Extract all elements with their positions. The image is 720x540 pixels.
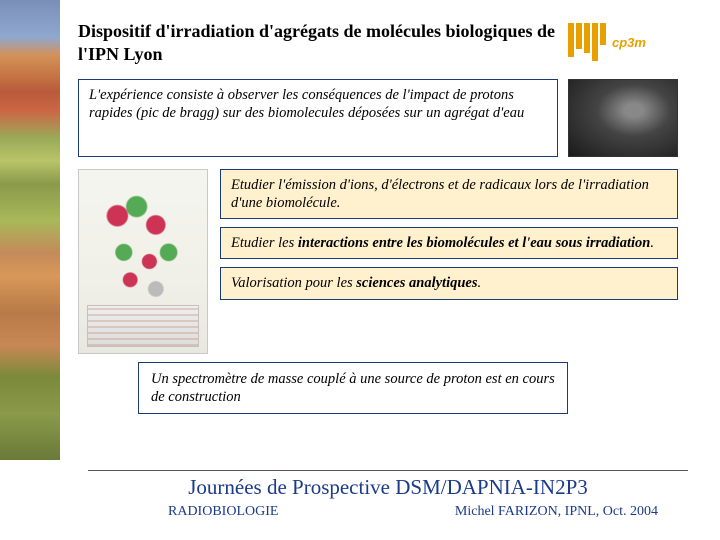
slide-content: Dispositif d'irradiation d'agrégats de m… <box>78 20 678 414</box>
objective-1-text: Etudier l'émission d'ions, d'électrons e… <box>231 177 649 211</box>
spectrometer-note-box: Un spectromètre de masse couplé à une so… <box>138 362 568 414</box>
objective-3-bold: sciences analytiques <box>356 275 477 291</box>
logo-bars-icon <box>568 23 606 61</box>
objectives-list: Etudier l'émission d'ions, d'électrons e… <box>220 169 678 300</box>
mid-row: Etudier l'émission d'ions, d'électrons e… <box>78 169 678 354</box>
objective-box-2: Etudier les interactions entre les biomo… <box>220 227 678 259</box>
apparatus-photo <box>568 79 678 157</box>
ipnl-logo: cp3m <box>568 20 678 64</box>
decorative-sidebar-image <box>0 0 60 460</box>
footer-divider <box>88 470 688 471</box>
objective-3-pre: Valorisation pour les <box>231 275 356 291</box>
logo-text: cp3m <box>612 35 646 50</box>
objective-2-pre: Etudier les <box>231 235 298 251</box>
objective-box-3: Valorisation pour les sciences analytiqu… <box>220 267 678 299</box>
molecule-diagram-image <box>78 169 208 354</box>
description-row: L'expérience consiste à observer les con… <box>78 79 678 157</box>
objective-2-post: . <box>650 235 654 251</box>
header: Dispositif d'irradiation d'agrégats de m… <box>78 20 678 65</box>
footer-left: RADIOBIOLOGIE <box>168 504 278 520</box>
objective-3-post: . <box>478 275 482 291</box>
description-box: L'expérience consiste à observer les con… <box>78 79 558 157</box>
footer-row: RADIOBIOLOGIE Michel FARIZON, IPNL, Oct.… <box>78 504 698 520</box>
footer-right: Michel FARIZON, IPNL, Oct. 2004 <box>455 504 658 520</box>
slide-title: Dispositif d'irradiation d'agrégats de m… <box>78 20 556 65</box>
footer: Journées de Prospective DSM/DAPNIA-IN2P3… <box>78 470 698 520</box>
objective-2-bold: interactions entre les biomolécules et l… <box>298 235 650 251</box>
footer-title: Journées de Prospective DSM/DAPNIA-IN2P3 <box>78 475 698 500</box>
objective-box-1: Etudier l'émission d'ions, d'électrons e… <box>220 169 678 219</box>
